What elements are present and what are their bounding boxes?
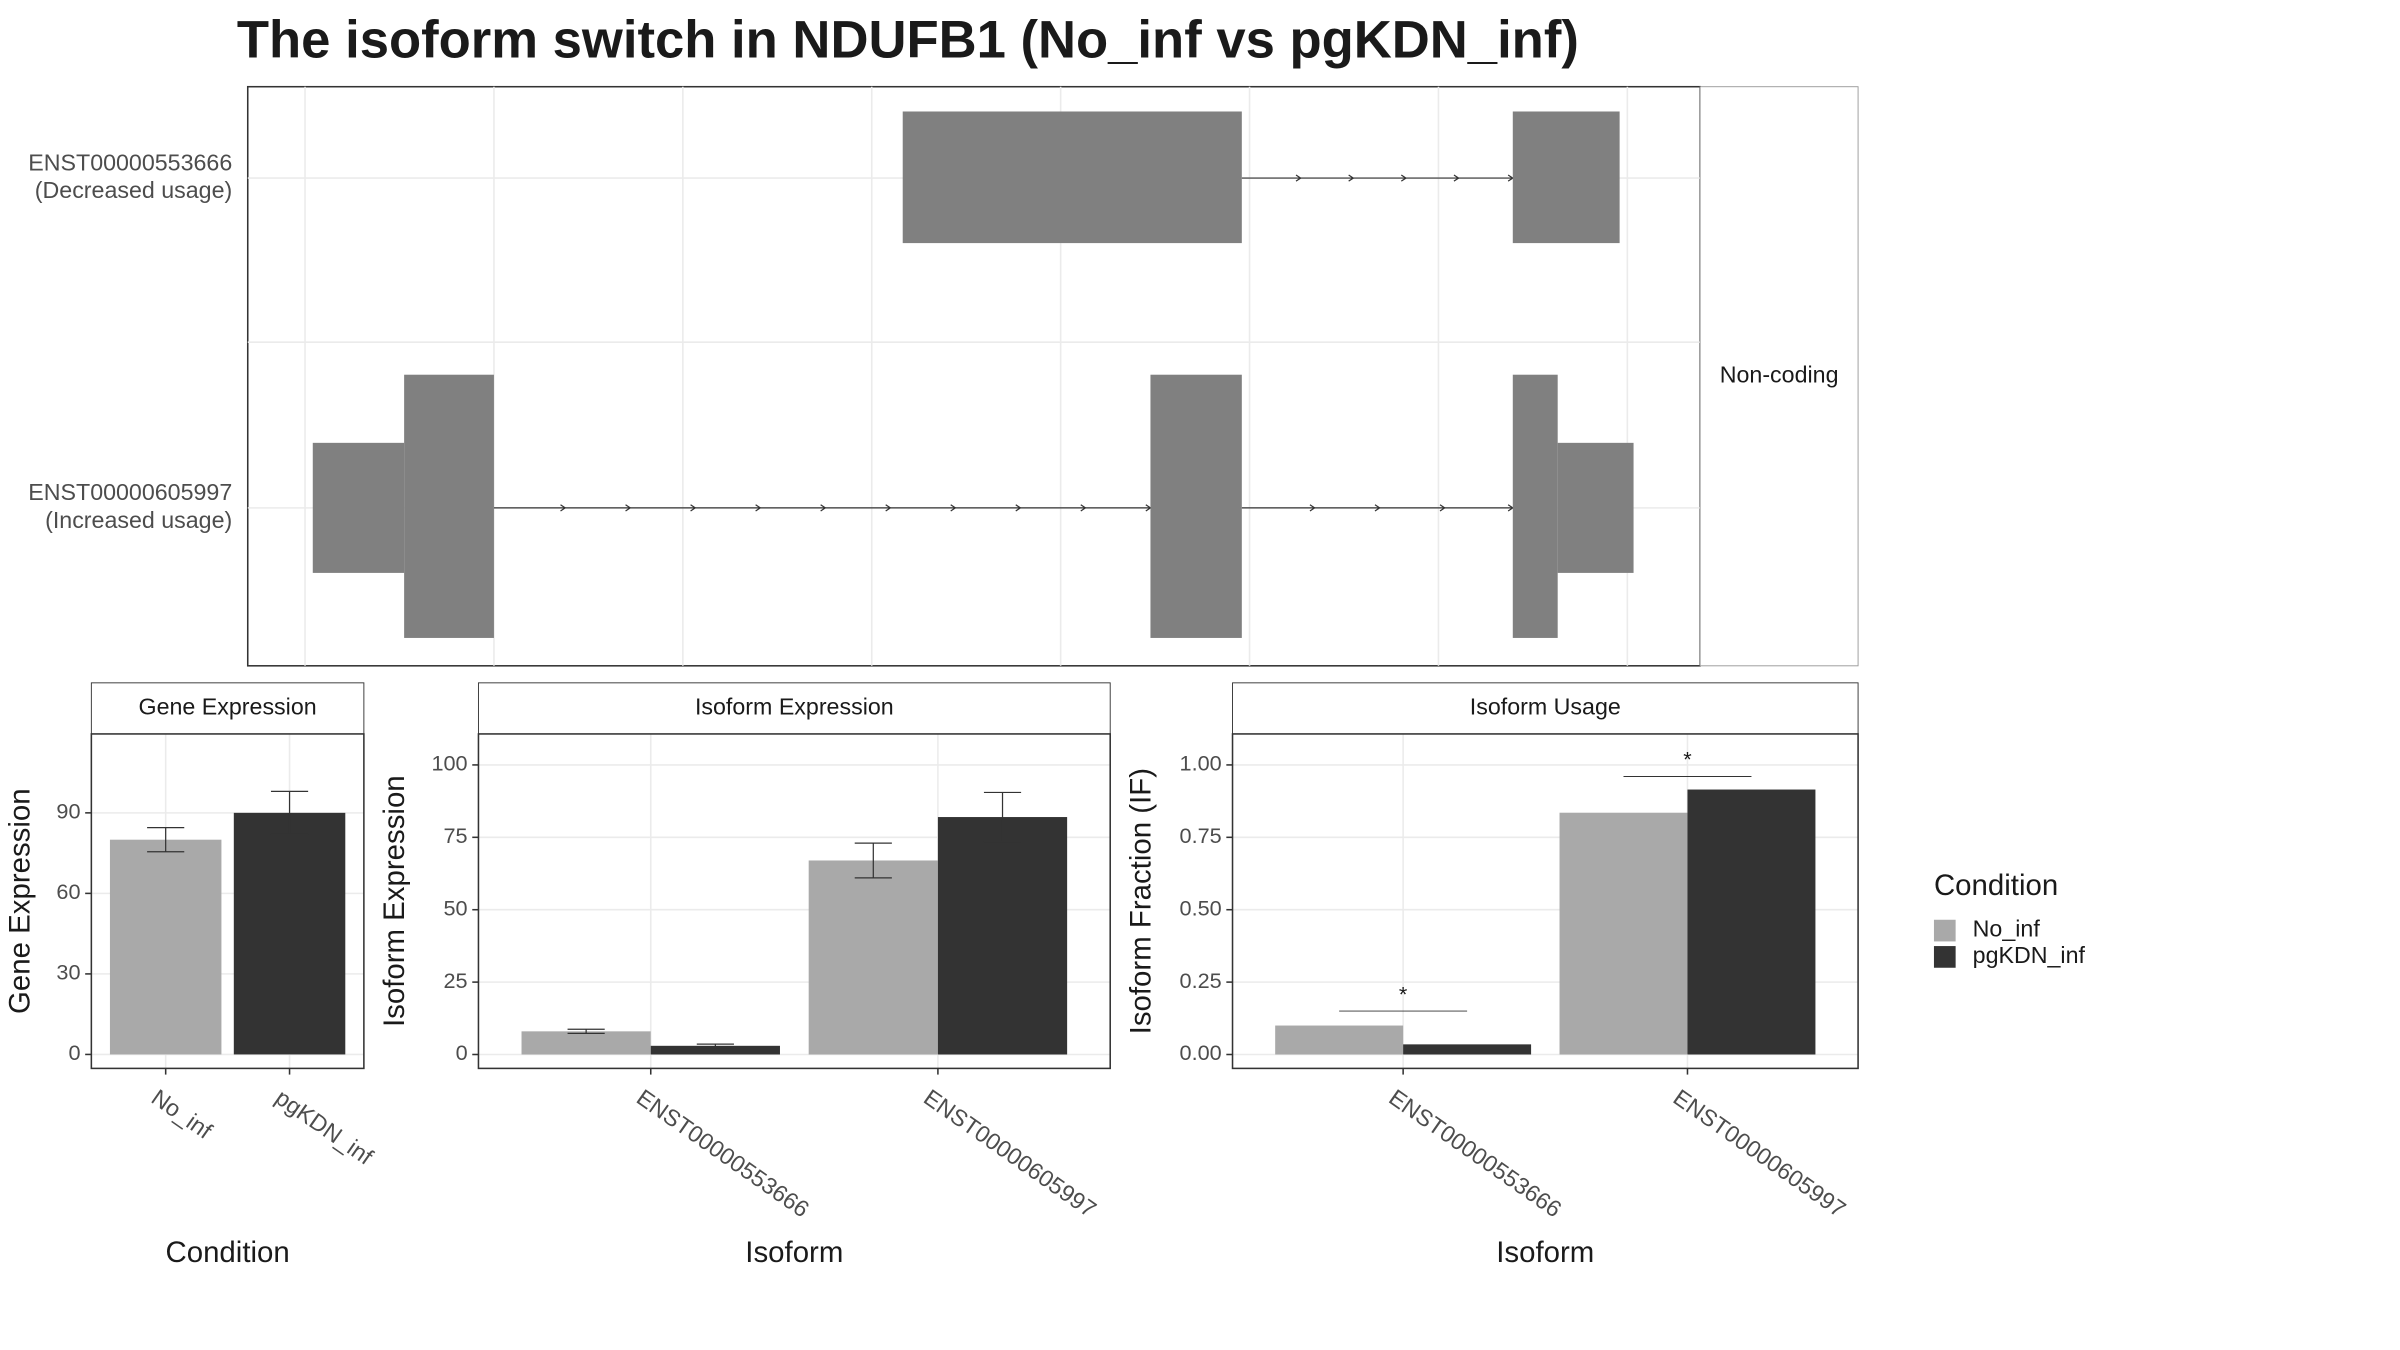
bar xyxy=(109,839,222,1055)
row-label: ENST00000605997 xyxy=(28,479,232,505)
strip-label: Gene Expression xyxy=(139,694,317,720)
bar xyxy=(233,812,346,1055)
panel-border xyxy=(477,733,1111,1070)
bar xyxy=(650,1045,780,1055)
panel-border xyxy=(90,733,365,1070)
error-bar xyxy=(854,842,892,879)
strip-background xyxy=(90,682,365,735)
y-axis-title: Isoform Expression xyxy=(378,775,411,1027)
row-label: ENST00000553666 xyxy=(28,149,232,175)
strip-label: Isoform Usage xyxy=(1470,694,1621,720)
y-tick-label: 0.00 xyxy=(1180,1040,1222,1065)
strip-background xyxy=(1232,682,1859,735)
y-tick-label: 25 xyxy=(444,968,468,993)
structure-strip xyxy=(1699,86,1859,667)
introns xyxy=(493,177,1513,509)
intron-arrows xyxy=(560,174,1514,512)
y-axis-title: Isoform Fraction (IF) xyxy=(1124,768,1157,1034)
bar xyxy=(1687,789,1816,1055)
row-note: (Increased usage) xyxy=(45,507,232,533)
x-tick-label: ENST00000553666 xyxy=(632,1084,814,1222)
x-tick-label: pgKDN_inf xyxy=(271,1084,378,1170)
y-tick-label: 50 xyxy=(444,895,468,920)
x-tick-label: ENST00000605997 xyxy=(919,1084,1101,1222)
legend-key xyxy=(1933,946,1956,968)
y-tick-label: 60 xyxy=(56,879,80,904)
legend-label: No_inf xyxy=(1973,916,2041,942)
legend-title: Condition xyxy=(1934,869,2058,902)
error-bar xyxy=(696,1043,734,1049)
error-bar xyxy=(567,1028,605,1034)
bar xyxy=(1559,812,1688,1055)
error-bar xyxy=(983,791,1022,843)
y-tick-label: 0.50 xyxy=(1180,895,1222,920)
x-axis-title: Condition xyxy=(165,1236,289,1269)
strip-label: Non-coding xyxy=(1720,361,1839,387)
bar xyxy=(1403,1044,1532,1055)
strip-background xyxy=(477,682,1111,735)
x-tick-label: ENST00000553666 xyxy=(1384,1084,1566,1222)
structure-panel: Non-coding ENST00000553666 (Decreased us… xyxy=(28,85,1859,667)
panel-border xyxy=(1231,733,1859,1070)
y-tick-label: 90 xyxy=(56,799,80,824)
significance-label: * xyxy=(1683,747,1692,772)
legend-key xyxy=(1933,919,1956,942)
y-tick-label: 0 xyxy=(456,1040,468,1065)
bar xyxy=(808,860,938,1055)
x-tick-label: ENST00000605997 xyxy=(1669,1084,1851,1222)
legend-label: pgKDN_inf xyxy=(1973,942,2086,968)
y-tick-label: 30 xyxy=(56,960,80,985)
bar xyxy=(521,1031,651,1055)
y-tick-label: 1.00 xyxy=(1180,751,1222,776)
exons xyxy=(312,111,1634,638)
y-tick-label: 0 xyxy=(68,1040,80,1065)
y-tick-label: 0.75 xyxy=(1180,823,1222,848)
error-bar xyxy=(270,790,309,835)
y-tick-label: 100 xyxy=(431,751,467,776)
y-tick-label: 0.25 xyxy=(1180,968,1222,993)
x-axis-title: Isoform xyxy=(1496,1236,1594,1269)
figure-title: The isoform switch in NDUFB1 (No_inf vs … xyxy=(237,10,1579,69)
y-axis-title: Gene Expression xyxy=(3,788,36,1014)
bar xyxy=(937,817,1068,1055)
strip-label: Isoform Expression xyxy=(695,694,894,720)
x-tick-label: No_inf xyxy=(147,1084,217,1144)
x-axis-title: Isoform xyxy=(745,1236,843,1269)
error-bar xyxy=(147,827,185,853)
y-tick-label: 75 xyxy=(444,823,468,848)
significance-label: * xyxy=(1399,981,1408,1006)
bar xyxy=(1275,1025,1404,1055)
row-note: (Decreased usage) xyxy=(35,177,232,203)
figure-body: The isoform switch in NDUFB1 (No_inf vs … xyxy=(3,10,2085,1269)
